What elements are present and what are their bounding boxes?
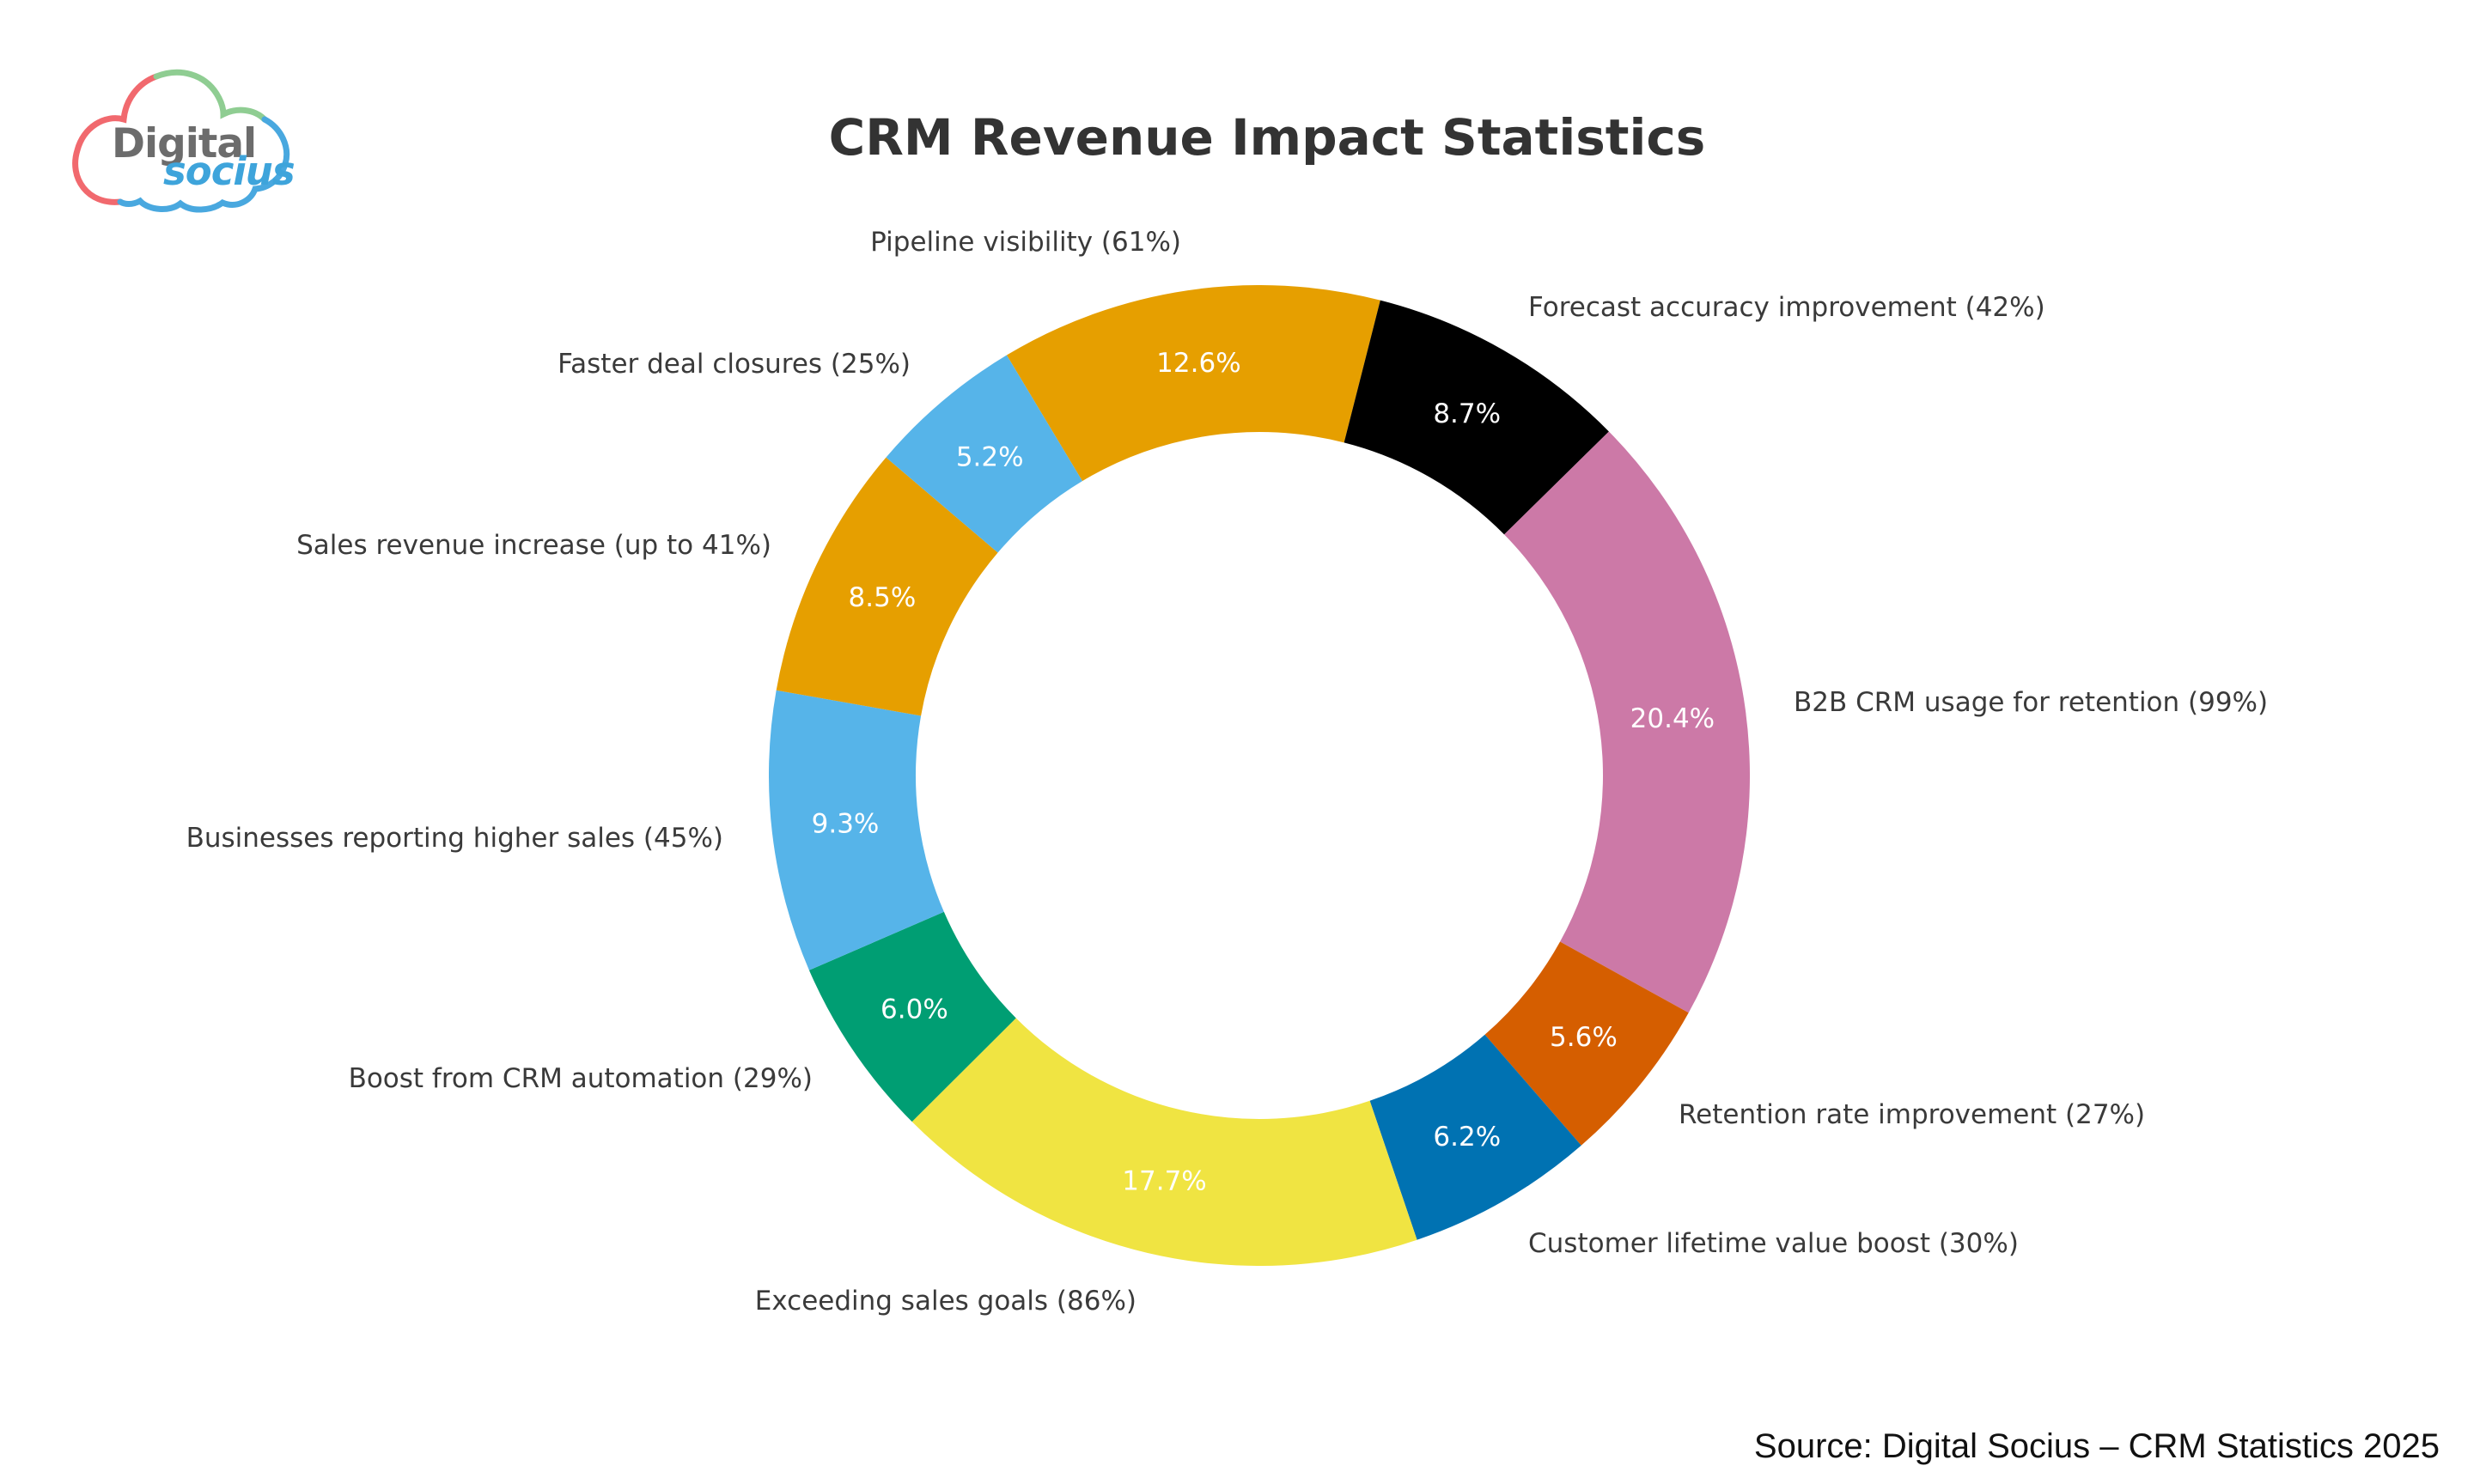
cloud-outline-blue-icon xyxy=(117,116,290,213)
donut-segment-9 xyxy=(886,355,1082,553)
cloud-outline-red-icon xyxy=(72,73,160,205)
segment-pct-label-7: 9.3% xyxy=(812,809,880,840)
segment-pct-label-6: 6.0% xyxy=(881,994,948,1025)
segment-pct-label-9: 5.2% xyxy=(956,442,1024,473)
segment-label-6: Boost from CRM automation (29%) xyxy=(348,1063,813,1094)
segment-label-5: Exceeding sales goals (86%) xyxy=(754,1286,1136,1317)
donut-segment-0 xyxy=(1006,285,1380,482)
segment-pct-label-4: 6.2% xyxy=(1433,1122,1501,1153)
donut-segment-1 xyxy=(1344,300,1609,535)
segment-pct-label-1: 8.7% xyxy=(1433,398,1501,429)
segment-pct-label-0: 12.6% xyxy=(1156,348,1240,379)
donut-segment-8 xyxy=(776,457,998,716)
segment-label-2: B2B CRM usage for retention (99%) xyxy=(1794,687,2269,718)
segment-label-7: Businesses reporting higher sales (45%) xyxy=(186,823,723,854)
segment-pct-label-3: 5.6% xyxy=(1550,1022,1618,1053)
logo-text-digital: Digital xyxy=(112,120,256,167)
donut-segment-4 xyxy=(1369,1034,1581,1240)
donut-segment-2 xyxy=(1504,431,1750,1013)
digital-socius-logo: Digital socius xyxy=(72,69,296,213)
segment-label-3: Retention rate improvement (27%) xyxy=(1679,1099,2146,1130)
segment-pct-label-2: 20.4% xyxy=(1630,703,1715,734)
source-note: Source: Digital Socius – CRM Statistics … xyxy=(1753,1427,2440,1465)
segment-label-8: Sales revenue increase (up to 41%) xyxy=(296,530,771,561)
cloud-outline-green-icon xyxy=(153,69,268,123)
donut-segment-6 xyxy=(808,911,1016,1122)
donut-segment-3 xyxy=(1484,941,1689,1146)
segment-label-4: Customer lifetime value boost (30%) xyxy=(1528,1228,2019,1259)
segment-label-1: Forecast accuracy improvement (42%) xyxy=(1528,292,2045,323)
donut-segment-7 xyxy=(769,690,944,970)
donut-segment-5 xyxy=(911,1018,1417,1266)
chart-title: CRM Revenue Impact Statistics xyxy=(828,108,1706,167)
donut-chart: 12.6% 8.7% 20.4% 5.6% 6.2% 17.7% 6.0% 9.3% 8.5% 5… xyxy=(769,285,1750,1266)
logo-text-socius: socius xyxy=(163,149,295,194)
segment-pct-label-5: 17.7% xyxy=(1122,1166,1206,1197)
segment-pct-label-8: 8.5% xyxy=(849,582,917,613)
segment-label-9: Faster deal closures (25%) xyxy=(558,349,911,380)
segment-label-0: Pipeline visibility (61%) xyxy=(870,227,1181,258)
